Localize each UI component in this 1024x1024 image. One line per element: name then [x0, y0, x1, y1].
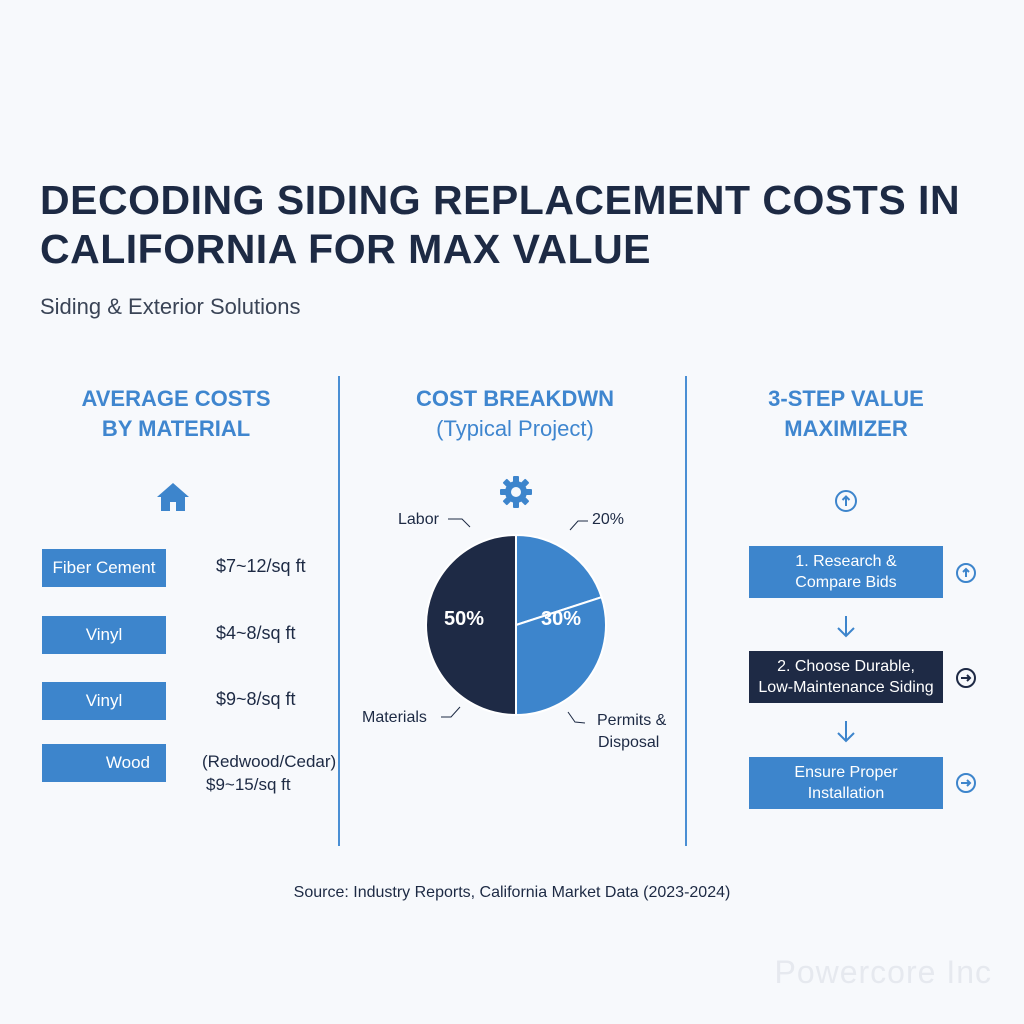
- house-icon: [155, 481, 191, 518]
- pie-label-permits-line1: Permits &: [597, 712, 667, 729]
- breakdown-heading: COST BREAKDWN (Typical Project): [362, 384, 668, 444]
- material-label: Wood: [42, 744, 166, 782]
- materials-heading: AVERAGE COSTS BY MATERIAL: [40, 384, 312, 444]
- steps-heading-line1: 3-STEP VALUE: [768, 386, 924, 411]
- pie-inner-label-50: 50%: [444, 608, 485, 630]
- pie-label-materials: Materials: [362, 709, 427, 726]
- step-3-line1: Ensure Proper: [794, 764, 898, 781]
- step-1-line1: 1. Research &: [795, 553, 897, 570]
- material-price: $9~8/sq ft: [216, 689, 296, 709]
- callout-line-permits: [567, 711, 586, 724]
- material-price: (Redwood/Cedar) $9~15/sq ft: [202, 750, 336, 796]
- arrow-down-icon: [834, 614, 858, 645]
- pie-label-permits: Permits & Disposal: [591, 710, 666, 754]
- arrow-up-circle-icon: [834, 489, 858, 518]
- watermark: Powercore Inc: [774, 954, 992, 990]
- step-3-line2: Installation: [807, 785, 885, 802]
- callout-line-materials: [441, 706, 461, 718]
- step-1-box: 1. Research & Compare Bids: [749, 546, 943, 598]
- arrow-down-icon: [834, 719, 858, 750]
- step-2-line1: 2. Choose Durable,: [777, 658, 915, 675]
- step-3-box: Ensure Proper Installation: [749, 757, 943, 809]
- column-divider-left: [338, 376, 340, 846]
- breakdown-subheading: (Typical Project): [436, 416, 594, 441]
- breakdown-heading-line1: COST BREAKDWN: [416, 386, 614, 411]
- step-2-line2: Low-Maintenance Siding: [758, 679, 934, 696]
- column-divider-right: [685, 376, 687, 846]
- material-label: Fiber Cement: [42, 549, 166, 587]
- material-label: Vinyl: [42, 616, 166, 654]
- pie-label-20pct: 20%: [592, 511, 625, 528]
- pie-label-labor: Labor: [398, 511, 439, 528]
- step-2-box: 2. Choose Durable, Low-Maintenance Sidin…: [749, 651, 943, 703]
- material-price-line1: (Redwood/Cedar): [202, 752, 337, 771]
- material-price: $4~8/sq ft: [216, 623, 296, 643]
- source-note: Source: Industry Reports, California Mar…: [293, 884, 731, 901]
- arrow-right-circle-icon: [955, 772, 977, 799]
- material-price-line2: $9~15/sq ft: [206, 775, 291, 794]
- steps-heading-line2: MAXIMIZER: [784, 416, 908, 441]
- arrow-right-circle-icon: [955, 667, 977, 694]
- arrow-up-circle-icon: [955, 562, 977, 589]
- materials-heading-line2: BY MATERIAL: [101, 416, 251, 441]
- pie-label-permits-line2: Disposal: [597, 734, 660, 751]
- page-title: DECODING SIDING REPLACEMENT COSTS IN CAL…: [40, 177, 961, 273]
- materials-heading-line1: AVERAGE COSTS: [81, 386, 271, 411]
- callout-line-20pct: [569, 520, 588, 531]
- callout-line-labor: [448, 518, 471, 528]
- steps-heading: 3-STEP VALUE MAXIMIZER: [716, 384, 976, 444]
- material-label: Vinyl: [42, 682, 166, 720]
- step-1-line2: Compare Bids: [795, 574, 897, 591]
- gear-icon: [498, 474, 534, 515]
- page-subtitle: Siding & Exterior Solutions: [40, 294, 301, 319]
- material-price: $7~12/sq ft: [216, 556, 306, 576]
- pie-inner-label-30: 30%: [541, 608, 582, 630]
